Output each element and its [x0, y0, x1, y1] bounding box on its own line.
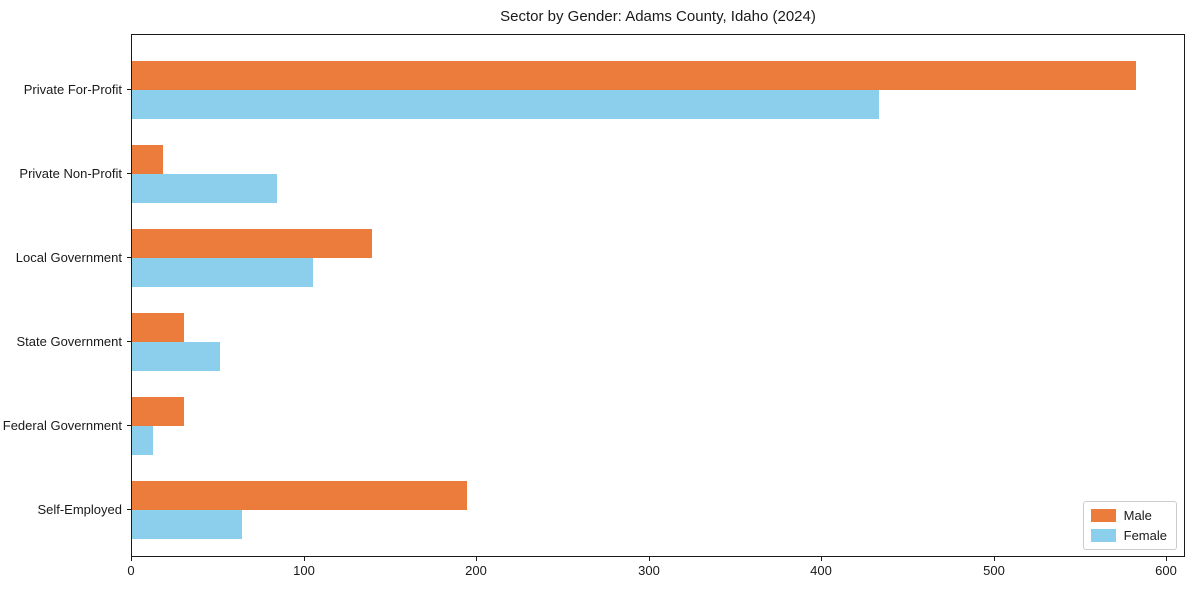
- legend-swatch-female: [1090, 529, 1116, 542]
- x-tick-label-300: 300: [638, 563, 660, 578]
- x-tick-mark: [304, 557, 305, 561]
- legend: Male Female: [1082, 501, 1177, 550]
- bar-female-private-for-profit: [132, 90, 879, 119]
- x-tick-label-0: 0: [127, 563, 135, 578]
- bar-female-self-employed: [132, 510, 242, 539]
- x-tick-label-600: 600: [1155, 563, 1177, 578]
- y-tick-mark: [127, 509, 131, 510]
- y-tick-label-private-non-profit: Private Non-Profit: [19, 166, 122, 181]
- y-tick-label-state-government: State Government: [16, 334, 123, 349]
- x-tick-mark: [821, 557, 822, 561]
- y-tick-mark: [127, 341, 131, 342]
- bar-female-federal-government: [132, 426, 153, 455]
- legend-label-female: Female: [1123, 528, 1167, 543]
- bar-male-self-employed: [132, 481, 467, 510]
- y-tick-mark: [127, 89, 131, 90]
- bar-male-local-government: [132, 229, 372, 258]
- legend-item-female: Female: [1090, 528, 1167, 543]
- x-tick-mark: [476, 557, 477, 561]
- bar-male-private-for-profit: [132, 61, 1136, 90]
- legend-label-male: Male: [1123, 508, 1152, 523]
- x-tick-mark: [1166, 557, 1167, 561]
- x-tick-mark: [649, 557, 650, 561]
- y-tick-label-local-government: Local Government: [15, 250, 122, 265]
- y-tick-label-private-for-profit: Private For-Profit: [23, 82, 122, 97]
- plot-area: Male Female: [131, 34, 1185, 557]
- bar-male-private-non-profit: [132, 145, 163, 174]
- chart-title: Sector by Gender: Adams County, Idaho (2…: [500, 8, 816, 25]
- bar-female-private-non-profit: [132, 174, 277, 203]
- x-tick-label-100: 100: [293, 563, 315, 578]
- legend-swatch-male: [1090, 509, 1116, 522]
- x-tick-label-400: 400: [810, 563, 832, 578]
- legend-item-male: Male: [1090, 508, 1167, 523]
- x-tick-label-200: 200: [465, 563, 487, 578]
- x-tick-mark: [994, 557, 995, 561]
- y-tick-mark: [127, 425, 131, 426]
- bar-male-federal-government: [132, 397, 184, 426]
- y-tick-mark: [127, 257, 131, 258]
- y-tick-mark: [127, 173, 131, 174]
- x-tick-label-500: 500: [983, 563, 1005, 578]
- bar-female-state-government: [132, 342, 220, 371]
- y-tick-label-self-employed: Self-Employed: [37, 502, 122, 517]
- x-tick-mark: [131, 557, 132, 561]
- y-tick-label-federal-government: Federal Government: [2, 418, 122, 433]
- bar-female-local-government: [132, 258, 313, 287]
- bar-male-state-government: [132, 313, 184, 342]
